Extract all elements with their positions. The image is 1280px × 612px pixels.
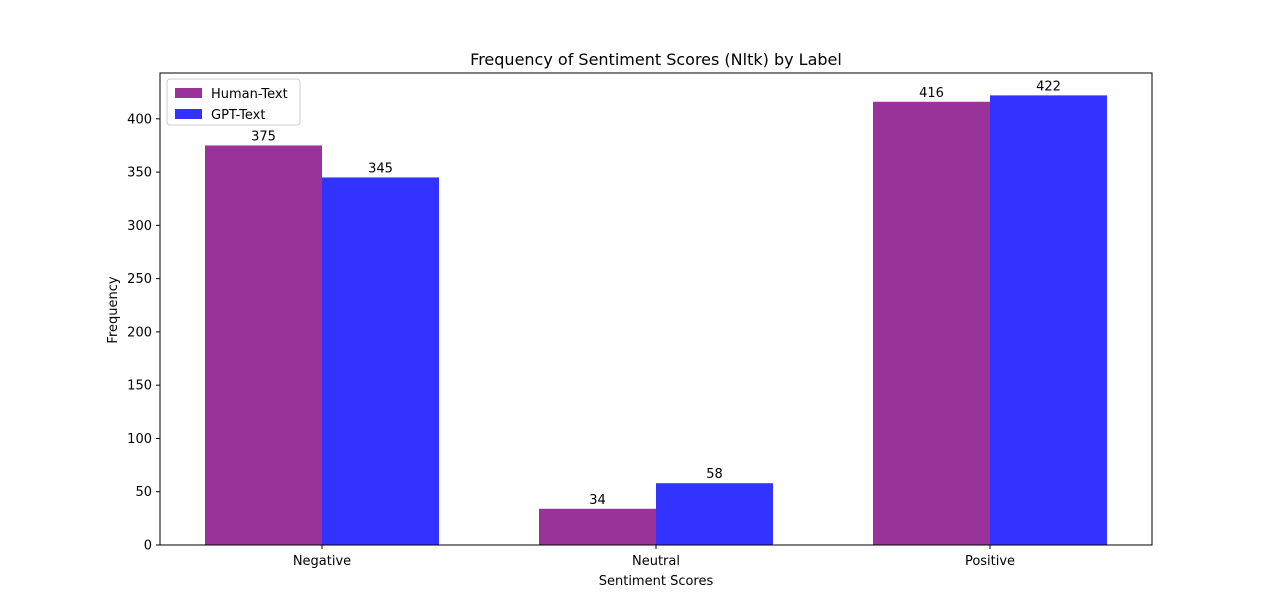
y-tick-label: 350: [127, 166, 152, 181]
bar-gpt-text-positive: [990, 95, 1107, 545]
x-tick-label: Negative: [293, 554, 351, 569]
bar-value-label: 34: [589, 493, 606, 508]
bar-gpt-text-neutral: [656, 483, 773, 545]
bar-human-text-neutral: [539, 508, 656, 545]
y-tick-label: 300: [127, 219, 152, 234]
bar-human-text-negative: [205, 145, 322, 545]
chart-title: Frequency of Sentiment Scores (Nltk) by …: [470, 50, 842, 69]
bar-value-label: 422: [1036, 79, 1061, 94]
y-axis-label: Frequency: [106, 276, 121, 343]
y-tick-label: 400: [127, 112, 152, 127]
y-tick-label: 50: [135, 485, 152, 500]
y-tick-label: 150: [127, 379, 152, 394]
legend-label: Human-Text: [211, 87, 288, 102]
x-tick-label: Neutral: [632, 554, 680, 569]
x-tick-label: Positive: [965, 554, 1015, 569]
plot-area: 375 34 416 345 58 422 0 50 100 150 200 250 300 350 400…: [127, 72, 1153, 569]
bar-value-label: 375: [251, 129, 276, 144]
legend-label: GPT-Text: [211, 108, 265, 123]
legend-swatch: [175, 109, 202, 119]
bar-value-label: 345: [368, 161, 393, 176]
bar-value-label: 416: [919, 86, 944, 101]
legend-swatch: [175, 88, 202, 98]
bar-gpt-text-negative: [322, 177, 439, 545]
bar-human-text-positive: [873, 101, 990, 546]
y-tick-label: 0: [144, 539, 152, 554]
x-axis-label: Sentiment Scores: [599, 574, 714, 589]
bar-value-label: 58: [706, 467, 723, 482]
y-tick-label: 200: [127, 325, 152, 340]
y-tick-label: 100: [127, 432, 152, 447]
y-tick-label: 250: [127, 272, 152, 287]
